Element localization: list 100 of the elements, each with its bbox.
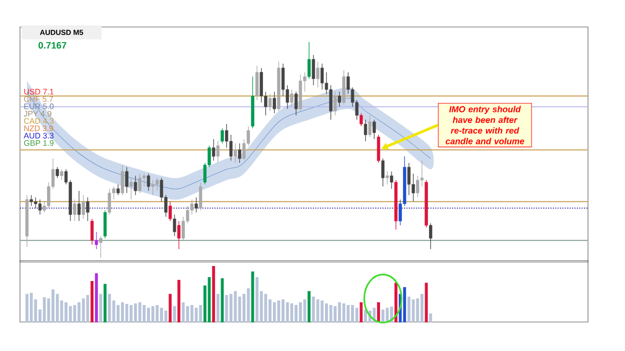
bar bbox=[86, 294, 90, 322]
candlestick bbox=[308, 42, 311, 80]
text: IMO entry should have been after re-trace with red candle and volume bbox=[446, 106, 524, 144]
bar bbox=[130, 305, 133, 322]
bar bbox=[277, 300, 280, 322]
candlestick bbox=[220, 128, 224, 144]
candlestick bbox=[108, 188, 112, 215]
candlestick bbox=[390, 171, 394, 190]
bar bbox=[56, 294, 59, 322]
candlestick bbox=[134, 175, 138, 196]
candlestick bbox=[86, 196, 90, 222]
bar bbox=[308, 291, 311, 322]
candlestick bbox=[372, 119, 376, 140]
candlestick bbox=[212, 138, 216, 162]
candlestick bbox=[334, 91, 337, 116]
annotation: GBP 1.9 bbox=[24, 140, 54, 146]
candlestick bbox=[198, 182, 202, 211]
bar bbox=[377, 302, 380, 322]
bar bbox=[355, 308, 358, 322]
candlestick bbox=[316, 61, 320, 88]
bar bbox=[290, 303, 294, 322]
bar bbox=[125, 304, 128, 322]
annotation: AUD 3.3 bbox=[24, 132, 54, 138]
bar bbox=[177, 280, 180, 322]
annotation: JPY 4.9 bbox=[24, 110, 52, 117]
candlestick bbox=[312, 54, 316, 86]
annotation: USD 7.1 bbox=[24, 88, 54, 95]
bar bbox=[216, 294, 220, 322]
bar bbox=[234, 291, 237, 322]
candlestick bbox=[272, 91, 276, 114]
candlestick bbox=[56, 166, 59, 178]
bar bbox=[94, 273, 98, 322]
bar bbox=[316, 299, 320, 322]
bar bbox=[329, 305, 332, 322]
candlestick bbox=[120, 164, 124, 196]
candlestick bbox=[146, 173, 150, 192]
bar bbox=[194, 308, 198, 322]
bar bbox=[394, 282, 398, 322]
bar bbox=[225, 294, 228, 322]
bar bbox=[82, 298, 85, 322]
candlestick bbox=[416, 175, 420, 198]
bar bbox=[334, 306, 337, 322]
candlestick bbox=[82, 194, 85, 220]
candlestick bbox=[290, 89, 294, 108]
candlestick bbox=[125, 166, 128, 194]
candlestick bbox=[364, 119, 368, 142]
candlestick bbox=[238, 143, 242, 164]
candlestick bbox=[368, 115, 372, 138]
bar bbox=[272, 302, 276, 322]
bar bbox=[320, 300, 324, 322]
bar bbox=[30, 292, 33, 322]
bar bbox=[264, 294, 268, 322]
bar bbox=[220, 278, 224, 322]
annotation: 0.7167 bbox=[38, 42, 66, 49]
candlestick bbox=[103, 210, 107, 239]
candlestick bbox=[194, 196, 198, 213]
candlestick bbox=[234, 143, 237, 164]
bar bbox=[429, 313, 432, 322]
candlestick bbox=[381, 158, 384, 187]
candlestick bbox=[168, 201, 172, 222]
candlestick bbox=[386, 171, 389, 185]
bar bbox=[151, 306, 154, 322]
candlestick bbox=[376, 134, 380, 164]
bar bbox=[168, 294, 172, 322]
bar bbox=[68, 306, 72, 322]
candlestick bbox=[38, 199, 42, 215]
bar bbox=[142, 305, 146, 322]
bar bbox=[173, 306, 176, 322]
candlestick bbox=[94, 231, 98, 250]
candlestick bbox=[77, 190, 81, 222]
bar bbox=[412, 299, 415, 322]
bar bbox=[342, 303, 346, 322]
candlestick bbox=[116, 184, 120, 196]
candlestick bbox=[60, 168, 64, 180]
bar bbox=[99, 294, 102, 322]
bar bbox=[346, 305, 350, 322]
candlestick bbox=[172, 214, 176, 236]
bar bbox=[182, 302, 185, 322]
bar bbox=[73, 305, 76, 322]
candlestick bbox=[90, 218, 94, 246]
candlestick bbox=[407, 162, 411, 196]
annotation: EUR 5.0 bbox=[24, 104, 54, 110]
bar bbox=[424, 282, 428, 322]
candlestick bbox=[73, 199, 76, 222]
bar bbox=[212, 266, 216, 322]
bar bbox=[303, 299, 306, 322]
bar bbox=[386, 308, 389, 322]
bar bbox=[90, 281, 94, 322]
bar bbox=[360, 302, 363, 322]
annotation: NZD 3.9 bbox=[24, 126, 54, 132]
candlestick bbox=[99, 236, 102, 258]
candlestick bbox=[320, 63, 324, 90]
bar bbox=[156, 305, 159, 322]
candlestick bbox=[329, 84, 332, 120]
candlestick bbox=[229, 134, 233, 162]
candlestick bbox=[255, 65, 259, 101]
candlestick bbox=[268, 94, 272, 112]
candlestick bbox=[177, 220, 180, 250]
annotation: CHF 5.7 bbox=[24, 96, 54, 102]
bar bbox=[42, 297, 46, 322]
